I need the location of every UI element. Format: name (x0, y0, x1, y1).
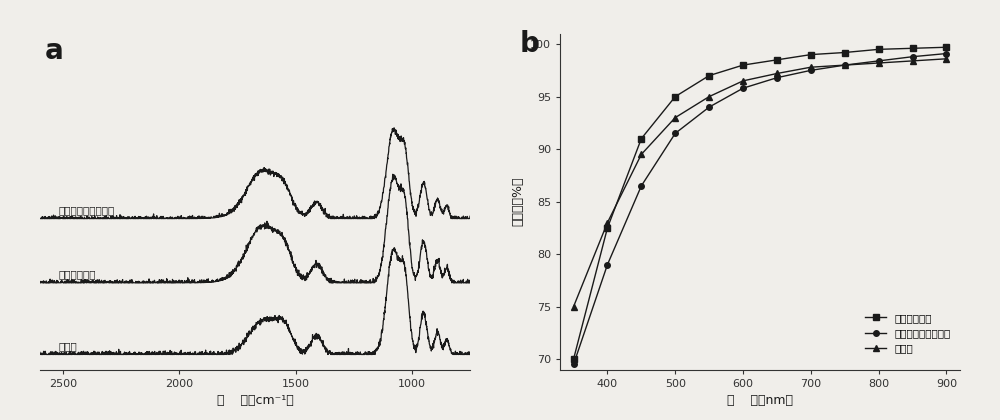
明胶－充洲糖 (839, 50, 851, 55)
充洲糖－透明质酸钑 (873, 58, 885, 63)
充洲糖 (805, 65, 817, 70)
明胶－充洲糖 (771, 57, 783, 62)
充洲糖 (601, 220, 613, 225)
充洲糖－透明质酸钑 (601, 262, 613, 267)
Text: b: b (520, 30, 540, 58)
明胶－充洲糖 (940, 45, 952, 50)
Legend: 明胶－充洲糖, 充洲糖－透明质酸钑, 充洲糖: 明胶－充洲糖, 充洲糖－透明质酸钑, 充洲糖 (861, 309, 955, 358)
充洲糖 (669, 115, 681, 120)
明胶－充洲糖 (703, 73, 715, 78)
Y-axis label: 透明度（%）: 透明度（%） (511, 177, 524, 226)
充洲糖 (940, 56, 952, 61)
充洲糖 (703, 94, 715, 99)
Text: 充洲糖: 充洲糖 (59, 341, 77, 351)
Line: 充洲糖－透明质酸钑: 充洲糖－透明质酸钑 (571, 51, 949, 367)
明胶－充洲糖 (669, 94, 681, 99)
Text: a: a (44, 37, 63, 65)
Line: 明胶－充洲糖: 明胶－充洲糖 (571, 45, 949, 362)
充洲糖－透明质酸钑 (703, 105, 715, 110)
充洲糖 (907, 58, 919, 63)
充洲糖－透明质酸钑 (771, 75, 783, 80)
充洲糖－透明质酸钑 (737, 86, 749, 91)
明胶－充洲糖 (568, 357, 580, 362)
充洲糖－透明质酸钑 (805, 68, 817, 73)
X-axis label: 波    长（nm）: 波 长（nm） (727, 394, 793, 407)
充洲糖 (839, 63, 851, 68)
充洲糖 (873, 60, 885, 66)
明胶－充洲糖 (873, 47, 885, 52)
X-axis label: 波    数（cm⁻¹）: 波 数（cm⁻¹） (217, 394, 293, 407)
充洲糖 (635, 152, 647, 157)
充洲糖－透明质酸钑 (635, 183, 647, 188)
充洲糖 (568, 304, 580, 309)
明胶－充洲糖 (805, 52, 817, 57)
充洲糖－透明质酸钑 (839, 63, 851, 68)
充洲糖－透明质酸钑 (907, 54, 919, 59)
Line: 充洲糖: 充洲糖 (571, 56, 949, 310)
明胶－充洲糖 (635, 136, 647, 141)
充洲糖－透明质酸钑 (669, 131, 681, 136)
充洲糖 (771, 71, 783, 76)
Text: 明胶－充洲糖: 明胶－充洲糖 (59, 269, 96, 279)
明胶－充洲糖 (907, 46, 919, 51)
充洲糖 (737, 78, 749, 83)
充洲糖－透明质酸钑 (568, 362, 580, 367)
Text: 充洲糖－透明质酸钑: 充洲糖－透明质酸钑 (59, 205, 115, 215)
明胶－充洲糖 (601, 225, 613, 230)
充洲糖－透明质酸钑 (940, 51, 952, 56)
明胶－充洲糖 (737, 63, 749, 68)
